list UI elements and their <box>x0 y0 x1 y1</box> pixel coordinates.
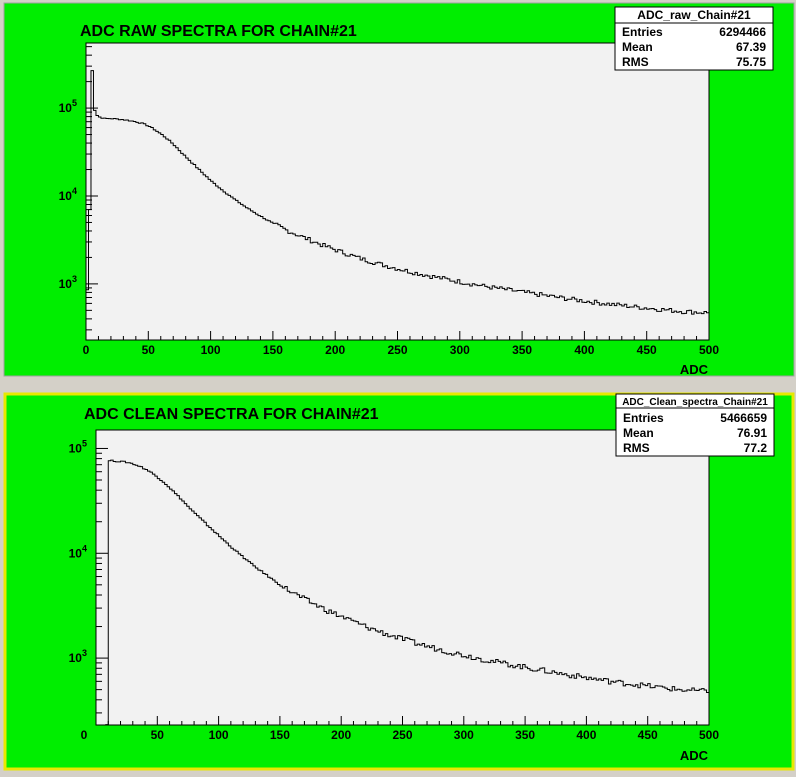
x-tick-label: 350 <box>515 728 535 742</box>
y-tick-label: 103 <box>69 648 87 665</box>
x-tick-label: 0 <box>81 728 88 742</box>
x-axis-label: ADC <box>680 748 709 763</box>
x-tick-label: 300 <box>454 728 474 742</box>
x-axis: 0 50 100 150 200 250 300 350 400 450 500 <box>81 716 719 742</box>
x-tick-label: 0 <box>83 343 90 357</box>
series-line <box>96 459 709 726</box>
x-tick-label: 450 <box>637 343 657 357</box>
stats-value-mean: 67.39 <box>736 40 766 54</box>
x-tick-label: 150 <box>263 343 283 357</box>
x-axis-label: ADC <box>680 362 709 377</box>
x-tick-label: 500 <box>699 343 719 357</box>
x-tick-label: 300 <box>450 343 470 357</box>
stats-value-mean: 76.91 <box>737 426 767 440</box>
stats-label-entries: Entries <box>623 411 664 425</box>
x-tick-label: 250 <box>387 343 407 357</box>
stats-box[interactable]: ADC_raw_Chain#21 Entries 6294466 Mean 67… <box>614 6 774 71</box>
x-tick-label: 250 <box>392 728 412 742</box>
chart-title: ADC RAW SPECTRA FOR CHAIN#21 <box>80 23 357 40</box>
x-tick-label: 150 <box>270 728 290 742</box>
x-tick-label: 100 <box>201 343 221 357</box>
x-tick-label: 50 <box>142 343 156 357</box>
pad-raw-spectra[interactable]: ADC RAW SPECTRA FOR CHAIN#21 0 50 100 150 20… <box>3 2 795 377</box>
stats-label-rms: RMS <box>622 55 649 69</box>
x-tick-label: 350 <box>512 343 532 357</box>
x-axis: 0 50 100 150 200 250 300 350 400 450 500 <box>83 331 719 357</box>
x-tick-label: 100 <box>209 728 229 742</box>
stats-value-entries: 5466659 <box>720 411 767 425</box>
pad-clean-spectra[interactable]: ADC CLEAN SPECTRA FOR CHAIN#21 0 50 100 150… <box>3 392 795 771</box>
stats-value-rms: 75.75 <box>736 55 766 69</box>
stats-name: ADC_raw_Chain#21 <box>637 8 751 22</box>
x-tick-label: 200 <box>325 343 345 357</box>
y-axis: 103 104 105 <box>69 438 108 714</box>
plot-frame <box>85 42 710 341</box>
y-tick-label: 103 <box>59 274 77 291</box>
x-tick-label: 500 <box>699 728 719 742</box>
x-tick-label: 50 <box>151 728 165 742</box>
x-tick-label: 450 <box>638 728 658 742</box>
y-tick-label: 104 <box>59 186 77 203</box>
chart-title: ADC CLEAN SPECTRA FOR CHAIN#21 <box>84 406 379 423</box>
stats-box-frame <box>615 393 775 457</box>
x-tick-label: 400 <box>576 728 596 742</box>
y-axis: 103 104 105 <box>59 46 98 331</box>
stats-value-entries: 6294466 <box>719 25 766 39</box>
stats-box-frame <box>614 6 774 71</box>
y-tick-label: 105 <box>69 438 87 455</box>
stats-label-mean: Mean <box>623 426 654 440</box>
x-tick-label: 400 <box>574 343 594 357</box>
stats-label-entries: Entries <box>622 25 663 39</box>
stats-value-rms: 77.2 <box>744 441 768 455</box>
series-line <box>86 70 709 315</box>
y-tick-label: 105 <box>59 98 77 115</box>
x-tick-label: 200 <box>331 728 351 742</box>
stats-label-rms: RMS <box>623 441 650 455</box>
stats-name: ADC_Clean_spectra_Chain#21 <box>622 397 768 408</box>
y-tick-label: 104 <box>69 543 87 560</box>
stats-box[interactable]: ADC_Clean_spectra_Chain#21 Entries 54666… <box>615 393 775 457</box>
stats-label-mean: Mean <box>622 40 653 54</box>
